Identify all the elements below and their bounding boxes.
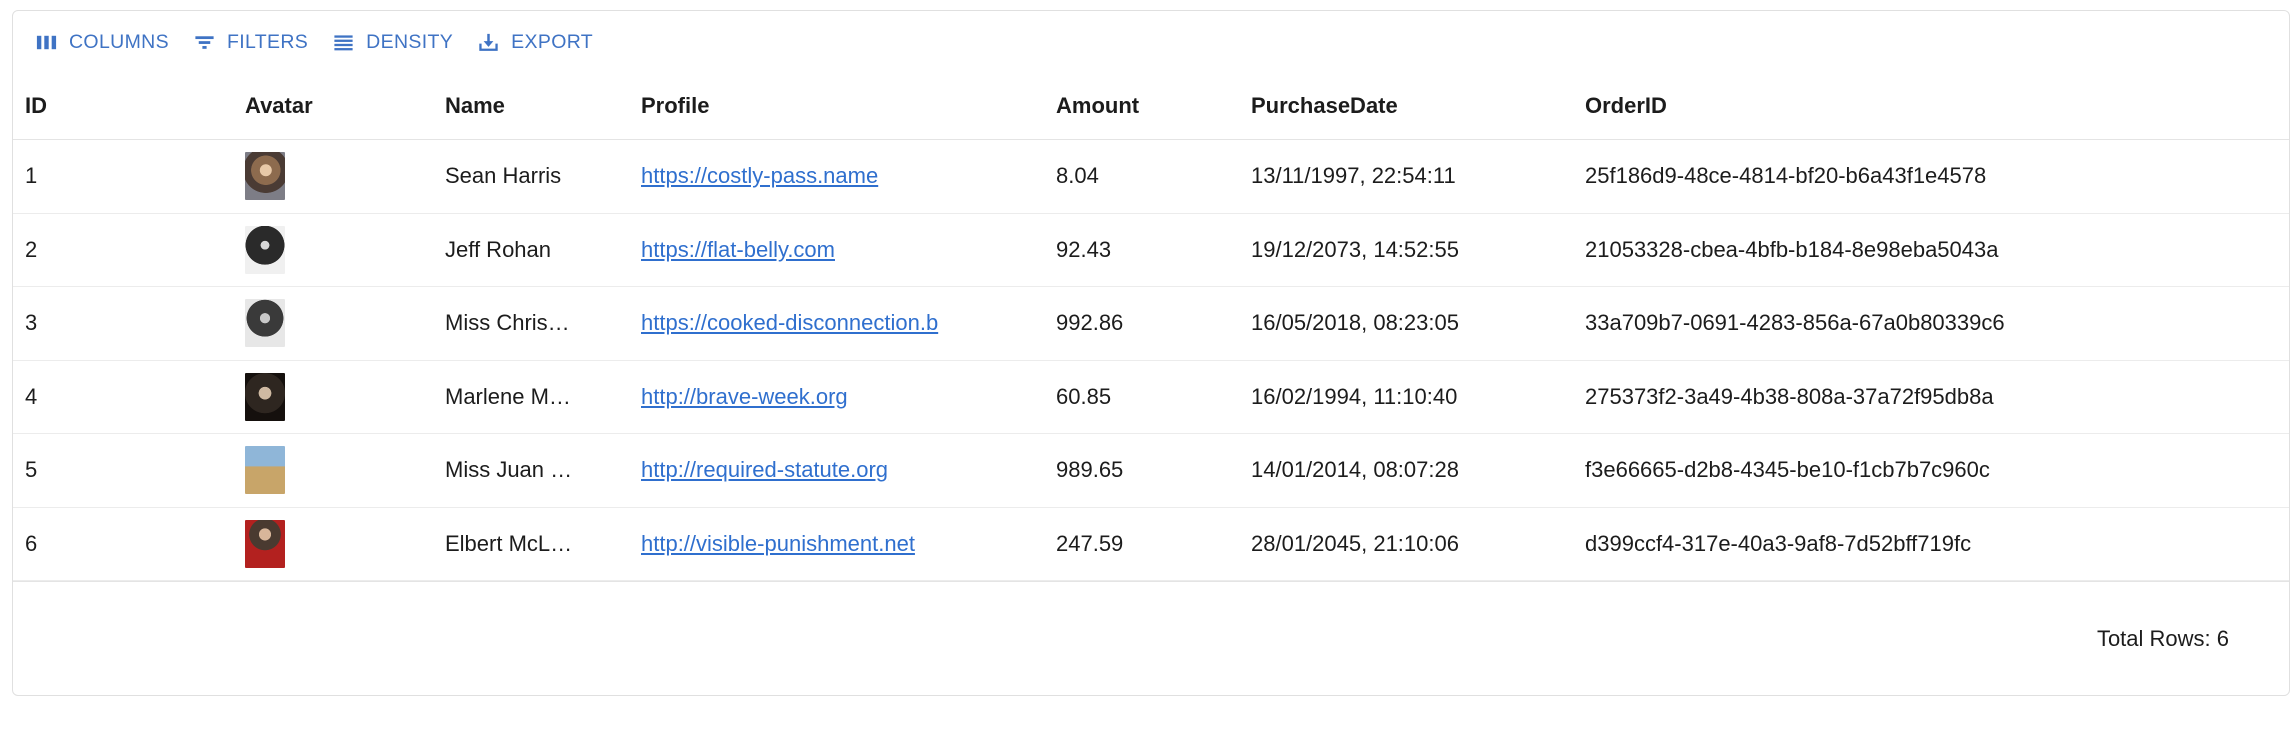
- column-header-id[interactable]: ID: [25, 93, 47, 118]
- cell-name: Miss Juan …: [445, 457, 573, 482]
- export-button[interactable]: EXPORT: [465, 24, 605, 60]
- avatar: [245, 446, 285, 495]
- columns-button[interactable]: COLUMNS: [23, 24, 181, 60]
- cell-avatar: [245, 434, 425, 507]
- filters-button[interactable]: FILTERS: [181, 24, 320, 60]
- cell-purchasedate: 16/02/1994, 11:10:40: [1251, 383, 1458, 409]
- cell-amount: 989.65: [1056, 457, 1124, 482]
- avatar: [245, 519, 285, 568]
- cell-avatar: [245, 508, 425, 581]
- cell-purchasedate: 13/11/1997, 22:54:11: [1251, 163, 1456, 188]
- cell-amount: 8.04: [1056, 163, 1099, 188]
- cell-orderid: 25f186d9-48ce-4814-bf20-b6a43f1e4578: [1585, 163, 1987, 188]
- columns-button-label: COLUMNS: [69, 30, 169, 53]
- column-header-profile[interactable]: Profile: [641, 93, 710, 118]
- density-button-label: DENSITY: [366, 30, 454, 53]
- density-icon: [332, 31, 355, 54]
- cell-id: 2: [25, 236, 38, 262]
- cell-name: Jeff Rohan: [445, 236, 552, 262]
- cell-name: Elbert McL…: [445, 530, 573, 556]
- table-row[interactable]: 2 Jeff Rohan https://flat-belly.com 92.43 19…: [13, 214, 2289, 287]
- table-row[interactable]: 1 Sean Harris https://costly-pass.name 8.04…: [13, 140, 2289, 214]
- total-rows-label: Total Rows: 6: [2096, 625, 2229, 651]
- cell-avatar: [245, 361, 425, 434]
- cell-amount: 92.43: [1056, 236, 1112, 262]
- profile-link[interactable]: http://brave-week.org: [641, 383, 848, 409]
- avatar: [245, 225, 285, 274]
- cell-avatar: [245, 287, 425, 360]
- table-row[interactable]: 3 Miss Chris… https://cooked-disconnection…: [13, 287, 2289, 361]
- cell-profile[interactable]: http://brave-week.org: [641, 361, 1041, 434]
- export-button-label: EXPORT: [511, 30, 594, 53]
- profile-link[interactable]: https://costly-pass.name: [641, 163, 879, 188]
- avatar: [245, 372, 285, 421]
- cell-profile[interactable]: http://required-statute.org: [641, 434, 1041, 507]
- cell-purchasedate: 19/12/2073, 14:52:55: [1251, 236, 1459, 262]
- cell-id: 1: [25, 163, 38, 188]
- column-header-purchasedate[interactable]: PurchaseDate: [1251, 93, 1398, 118]
- avatar: [245, 299, 285, 348]
- column-header-orderid[interactable]: OrderID: [1585, 93, 1667, 118]
- columns-icon: [35, 31, 58, 54]
- data-grid: COLUMNS FILTERS DENSITY: [12, 10, 2290, 696]
- cell-amount: 992.86: [1056, 310, 1124, 335]
- column-header-row: ID Avatar Name Profile Amount PurchaseDa…: [13, 73, 2289, 140]
- cell-avatar: [245, 214, 425, 287]
- cell-id: 3: [25, 310, 38, 335]
- cell-name: Sean Harris: [445, 163, 562, 188]
- filter-icon: [193, 31, 216, 54]
- column-header-amount[interactable]: Amount: [1056, 93, 1140, 118]
- profile-link[interactable]: https://cooked-disconnection.b: [641, 310, 939, 335]
- cell-orderid: 33a709b7-0691-4283-856a-67a0b80339c6: [1585, 310, 2005, 335]
- grid-toolbar: COLUMNS FILTERS DENSITY: [13, 11, 2289, 73]
- filters-button-label: FILTERS: [226, 30, 309, 53]
- cell-profile[interactable]: https://cooked-disconnection.b: [641, 287, 1041, 360]
- grid-body: 1 Sean Harris https://costly-pass.name 8.04…: [13, 140, 2289, 581]
- profile-link[interactable]: http://required-statute.org: [641, 457, 889, 482]
- cell-profile[interactable]: https://costly-pass.name: [641, 140, 1041, 213]
- cell-profile[interactable]: http://visible-punishment.net: [641, 508, 1041, 581]
- cell-name: Marlene M…: [445, 383, 571, 409]
- export-icon: [477, 31, 500, 54]
- cell-orderid: d399ccf4-317e-40a3-9af8-7d52bff719fc: [1585, 530, 1972, 556]
- cell-avatar: [245, 140, 425, 213]
- cell-orderid: f3e66665-d2b8-4345-be10-f1cb7b7c960c: [1585, 457, 1990, 482]
- cell-purchasedate: 28/01/2045, 21:10:06: [1251, 530, 1459, 556]
- table-row[interactable]: 4 Marlene M… http://brave-week.org 60.85 16/…: [13, 361, 2289, 434]
- column-header-avatar[interactable]: Avatar: [245, 93, 313, 118]
- cell-id: 4: [25, 383, 38, 409]
- column-header-name[interactable]: Name: [445, 93, 505, 118]
- cell-amount: 60.85: [1056, 383, 1112, 409]
- cell-name: Miss Chris…: [445, 310, 570, 335]
- cell-orderid: 21053328-cbea-4bfb-b184-8e98eba5043a: [1585, 236, 1999, 262]
- table-row[interactable]: 5 Miss Juan … http://required-statute.org 9…: [13, 434, 2289, 508]
- cell-orderid: 275373f2-3a49-4b38-808a-37a72f95db8a: [1585, 383, 1994, 409]
- profile-link[interactable]: https://flat-belly.com: [641, 236, 835, 262]
- cell-amount: 247.59: [1056, 530, 1124, 556]
- cell-purchasedate: 14/01/2014, 08:07:28: [1251, 457, 1459, 482]
- table-row[interactable]: 6 Elbert McL… http://visible-punishment.ne…: [13, 508, 2289, 581]
- cell-id: 6: [25, 530, 38, 556]
- grid-footer: Total Rows: 6: [13, 581, 2289, 695]
- cell-profile[interactable]: https://flat-belly.com: [641, 214, 1041, 287]
- density-button[interactable]: DENSITY: [320, 24, 465, 60]
- cell-id: 5: [25, 457, 38, 482]
- cell-purchasedate: 16/05/2018, 08:23:05: [1251, 310, 1459, 335]
- profile-link[interactable]: http://visible-punishment.net: [641, 530, 915, 556]
- avatar: [245, 152, 285, 201]
